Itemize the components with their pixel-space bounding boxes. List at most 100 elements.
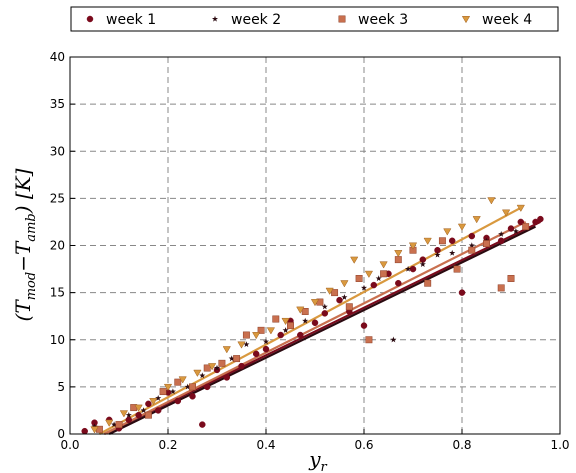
point-week-2 — [512, 228, 519, 234]
point-week-3 — [522, 223, 530, 231]
point-week-4 — [423, 237, 432, 245]
legend-box — [70, 6, 559, 32]
point-week-2 — [341, 294, 348, 300]
point-week-3 — [355, 275, 363, 282]
y-tick-label: 0 — [57, 427, 65, 441]
point-week-4 — [207, 363, 217, 371]
point-week-4 — [149, 398, 158, 406]
point-week-2 — [449, 249, 456, 256]
point-week-3 — [233, 355, 241, 363]
point-week-1 — [203, 383, 211, 391]
point-week-4 — [394, 250, 403, 258]
point-week-4 — [90, 426, 99, 434]
point-week-3 — [159, 388, 167, 396]
point-week-2 — [321, 303, 328, 310]
point-week-4 — [281, 317, 290, 326]
point-week-1 — [360, 322, 368, 329]
point-week-1 — [458, 289, 466, 296]
point-week-2 — [243, 341, 250, 348]
point-week-2 — [111, 421, 118, 428]
point-week-1 — [532, 218, 539, 226]
point-week-2 — [282, 327, 289, 333]
legend-label: week 1 — [106, 12, 156, 28]
point-week-2 — [140, 407, 147, 414]
point-week-1 — [277, 331, 284, 339]
point-week-2 — [199, 372, 206, 379]
point-week-3 — [242, 331, 250, 339]
point-week-3 — [272, 315, 280, 323]
y-axis-label: (Tmod−Tamb) [K] — [11, 168, 39, 321]
point-week-4 — [266, 327, 276, 335]
point-week-4 — [457, 223, 467, 231]
point-week-1 — [238, 362, 245, 370]
point-week-3 — [203, 364, 211, 372]
point-week-1 — [321, 310, 329, 317]
point-week-1 — [409, 265, 417, 273]
point-week-1 — [174, 397, 182, 405]
point-week-1 — [125, 416, 133, 424]
point-week-3 — [115, 421, 123, 429]
point-week-3 — [287, 322, 294, 330]
point-week-4 — [379, 261, 388, 269]
point-week-2 — [434, 251, 441, 258]
point-week-3 — [424, 279, 432, 287]
point-week-3 — [394, 256, 402, 264]
point-week-1 — [223, 374, 231, 381]
point-week-2 — [468, 242, 475, 249]
point-week-4 — [296, 306, 305, 314]
fit-line-week-3 — [103, 220, 527, 435]
legend-marker-week-2 — [211, 15, 219, 22]
point-week-1 — [311, 319, 319, 327]
point-week-3 — [483, 240, 490, 248]
point-week-1 — [145, 400, 152, 408]
point-week-2 — [169, 388, 176, 395]
point-week-1 — [297, 331, 304, 339]
point-week-4 — [487, 197, 496, 205]
x-tick-label: 0.6 — [354, 438, 373, 452]
point-week-4 — [501, 209, 511, 217]
point-week-4 — [163, 383, 173, 392]
point-week-4 — [340, 280, 349, 288]
fit-line-week-4 — [98, 206, 522, 435]
point-week-3 — [189, 383, 196, 391]
point-week-2 — [360, 284, 368, 291]
y-tick-label: 20 — [50, 239, 65, 253]
point-week-3 — [365, 336, 373, 344]
point-week-3 — [301, 308, 309, 315]
point-week-3 — [257, 326, 265, 334]
point-week-1 — [252, 350, 260, 358]
point-week-2 — [375, 275, 382, 282]
point-week-2 — [213, 364, 221, 371]
point-week-2 — [184, 383, 191, 390]
y-tick-label: 25 — [50, 191, 65, 205]
point-week-3 — [345, 303, 353, 311]
point-week-4 — [350, 256, 359, 264]
point-week-1 — [189, 393, 196, 400]
point-week-4 — [516, 204, 525, 212]
point-week-2 — [262, 338, 270, 345]
legend-marker-week-4 — [461, 16, 471, 24]
point-week-2 — [390, 336, 397, 343]
point-week-4 — [310, 299, 320, 307]
legend-label: week 2 — [231, 12, 281, 28]
point-week-3 — [144, 411, 152, 419]
point-week-3 — [380, 270, 388, 278]
y-tick-label: 5 — [57, 380, 65, 394]
point-week-1 — [507, 225, 515, 232]
legend-label: week 4 — [482, 12, 532, 28]
x-tick-label: 0.2 — [158, 438, 177, 452]
y-tick-label: 35 — [50, 97, 65, 111]
point-week-4 — [443, 228, 452, 236]
point-week-3 — [438, 237, 446, 245]
y-tick-label: 10 — [50, 333, 65, 347]
point-week-1 — [135, 411, 142, 419]
point-week-4 — [252, 332, 261, 340]
point-week-1 — [497, 237, 505, 245]
point-week-4 — [472, 216, 481, 224]
point-week-1 — [262, 345, 270, 353]
point-week-4 — [178, 376, 187, 384]
point-week-1 — [537, 215, 544, 223]
point-week-3 — [497, 284, 505, 292]
point-week-4 — [222, 346, 231, 354]
point-week-4 — [105, 419, 114, 427]
